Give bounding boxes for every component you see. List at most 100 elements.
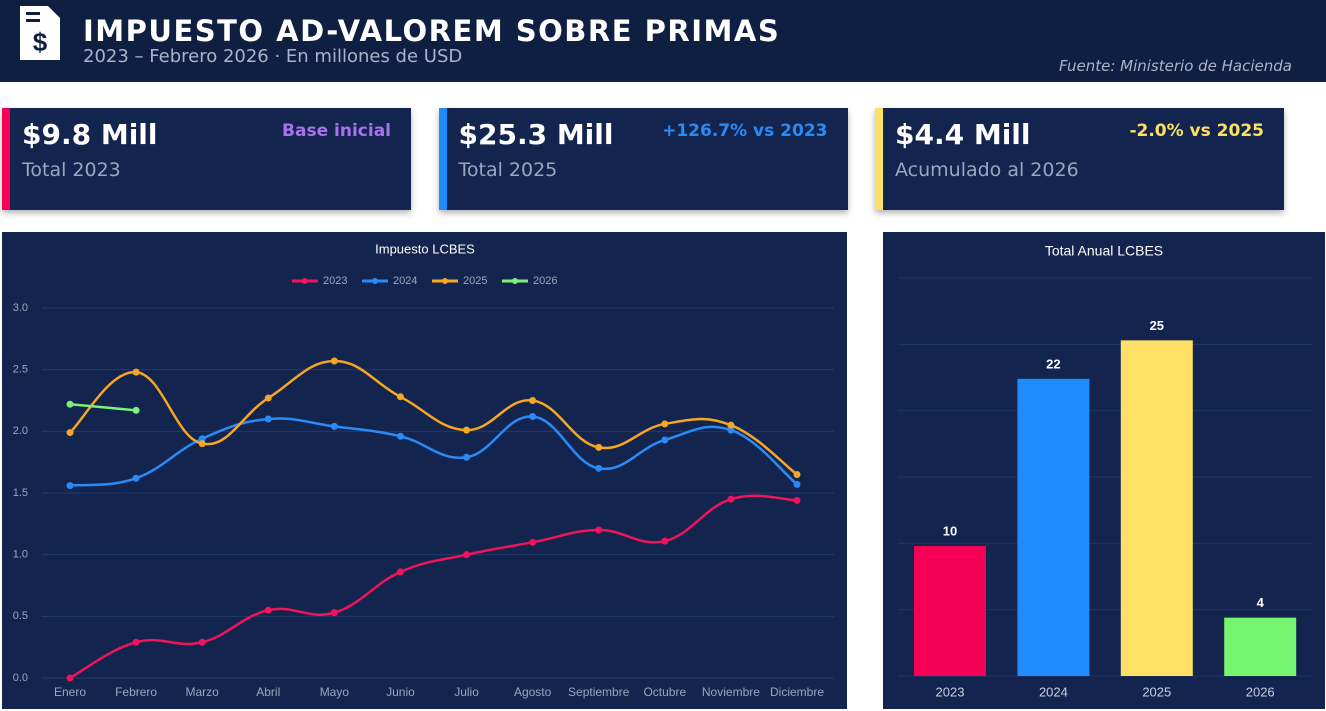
legend-label: 2023	[323, 275, 347, 287]
point	[330, 609, 338, 617]
card-label: Acumulado al 2026	[895, 159, 1079, 181]
subtitle: 2023 – Febrero 2026 · En millones de USD	[83, 46, 463, 67]
card-value: $9.8 Mill	[22, 118, 158, 151]
point	[727, 426, 735, 434]
card-badge: -2.0% vs 2025	[1129, 121, 1264, 141]
x-tick-label: Mayo	[320, 685, 350, 699]
x-tick-label: Abril	[256, 685, 280, 699]
point	[330, 357, 338, 365]
point	[396, 568, 404, 576]
point	[661, 420, 669, 428]
card-badge: Base inicial	[282, 121, 391, 141]
legend-dot	[442, 278, 448, 284]
point	[264, 415, 272, 423]
point	[132, 474, 140, 482]
x-tick-label: Julio	[454, 685, 479, 699]
point	[66, 400, 74, 408]
y-tick-label: 3.0	[13, 302, 28, 314]
kpi-card: $25.3 Mill Total 2025 +126.7% vs 2023	[438, 108, 848, 210]
chart-title: Total Anual LCBES	[1045, 243, 1163, 259]
point	[330, 422, 338, 430]
point	[595, 443, 603, 451]
x-tick-label: 2025	[1142, 684, 1171, 699]
y-tick-label: 0.0	[13, 672, 28, 684]
x-tick-label: 2026	[1246, 684, 1275, 699]
y-tick-label: 1.0	[13, 549, 28, 561]
point	[66, 482, 74, 490]
bar	[1224, 617, 1297, 676]
point	[132, 638, 140, 646]
value-label: 25	[1150, 318, 1164, 333]
y-tick-label: 2.0	[13, 425, 28, 437]
series-line	[69, 415, 798, 487]
card-accent	[875, 108, 883, 210]
bar	[1120, 340, 1193, 676]
point	[661, 537, 669, 545]
point	[463, 453, 471, 461]
point	[529, 538, 537, 546]
point	[529, 397, 537, 404]
source: Fuente: Ministerio de Hacienda	[1058, 57, 1292, 75]
card-accent	[2, 108, 10, 210]
point	[264, 606, 272, 614]
kpi-card: $4.4 Mill Acumulado al 2026 -2.0% vs 2025	[875, 108, 1284, 210]
point	[727, 421, 735, 429]
point	[595, 526, 603, 534]
point	[793, 496, 801, 504]
x-tick-label: Junio	[386, 685, 415, 699]
x-tick-label: 2023	[936, 684, 965, 699]
x-tick-label: Diciembre	[770, 685, 824, 699]
card-accent	[438, 108, 447, 210]
point	[661, 436, 669, 444]
card-value: $4.4 Mill	[895, 118, 1031, 151]
point	[793, 480, 801, 488]
value-label: 10	[943, 523, 957, 538]
card-badge: +126.7% vs 2023	[662, 121, 828, 141]
header: $ IMPUESTO AD-VALOREM SOBRE PRIMAS 2023 …	[0, 0, 1326, 82]
card-value: $25.3 Mill	[458, 118, 614, 151]
series-line	[69, 494, 798, 680]
chart-title: Impuesto LCBES	[375, 241, 475, 256]
y-tick-label: 1.5	[13, 487, 28, 499]
x-tick-label: Octubre	[643, 685, 686, 699]
point	[132, 368, 140, 376]
legend-dot	[512, 278, 518, 284]
point	[529, 413, 537, 421]
bar	[914, 545, 986, 676]
value-label: 22	[1046, 356, 1060, 371]
legend-label: 2025	[463, 275, 487, 287]
point	[264, 394, 272, 402]
point	[66, 674, 74, 682]
title: IMPUESTO AD-VALOREM SOBRE PRIMAS	[83, 14, 781, 48]
legend-label: 2026	[533, 275, 557, 287]
point	[198, 638, 206, 646]
point	[463, 551, 471, 559]
x-tick-label: Febrero	[115, 685, 157, 699]
point	[198, 435, 206, 443]
bar	[1017, 378, 1090, 676]
series-line	[69, 402, 137, 412]
series-line	[69, 359, 798, 476]
point	[198, 440, 206, 448]
point	[463, 426, 471, 434]
card-label: Total 2023	[22, 159, 121, 181]
point	[595, 464, 603, 472]
point	[66, 429, 74, 437]
y-tick-label: 0.5	[13, 610, 28, 622]
point	[396, 393, 404, 401]
point	[396, 432, 404, 440]
card-label: Total 2025	[458, 159, 558, 181]
header-icon: $	[20, 6, 60, 60]
bar-chart: Total Anual LCBES 10 2023 22 2024 25 2025 4 2026	[883, 232, 1325, 709]
line-chart: Impuesto LCBES 0.0 0.5 1.0 1.5 2.0 2.5 3.0 Enero…	[2, 232, 847, 709]
x-tick-label: Enero	[54, 685, 86, 699]
legend-dot	[372, 278, 378, 284]
point	[793, 471, 801, 478]
x-tick-label: Agosto	[514, 685, 552, 699]
x-tick-label: Septiembre	[568, 685, 630, 699]
x-tick-label: Marzo	[186, 685, 220, 699]
y-tick-label: 2.5	[13, 364, 28, 376]
legend-label: 2024	[393, 275, 417, 287]
x-tick-label: 2024	[1039, 684, 1068, 699]
